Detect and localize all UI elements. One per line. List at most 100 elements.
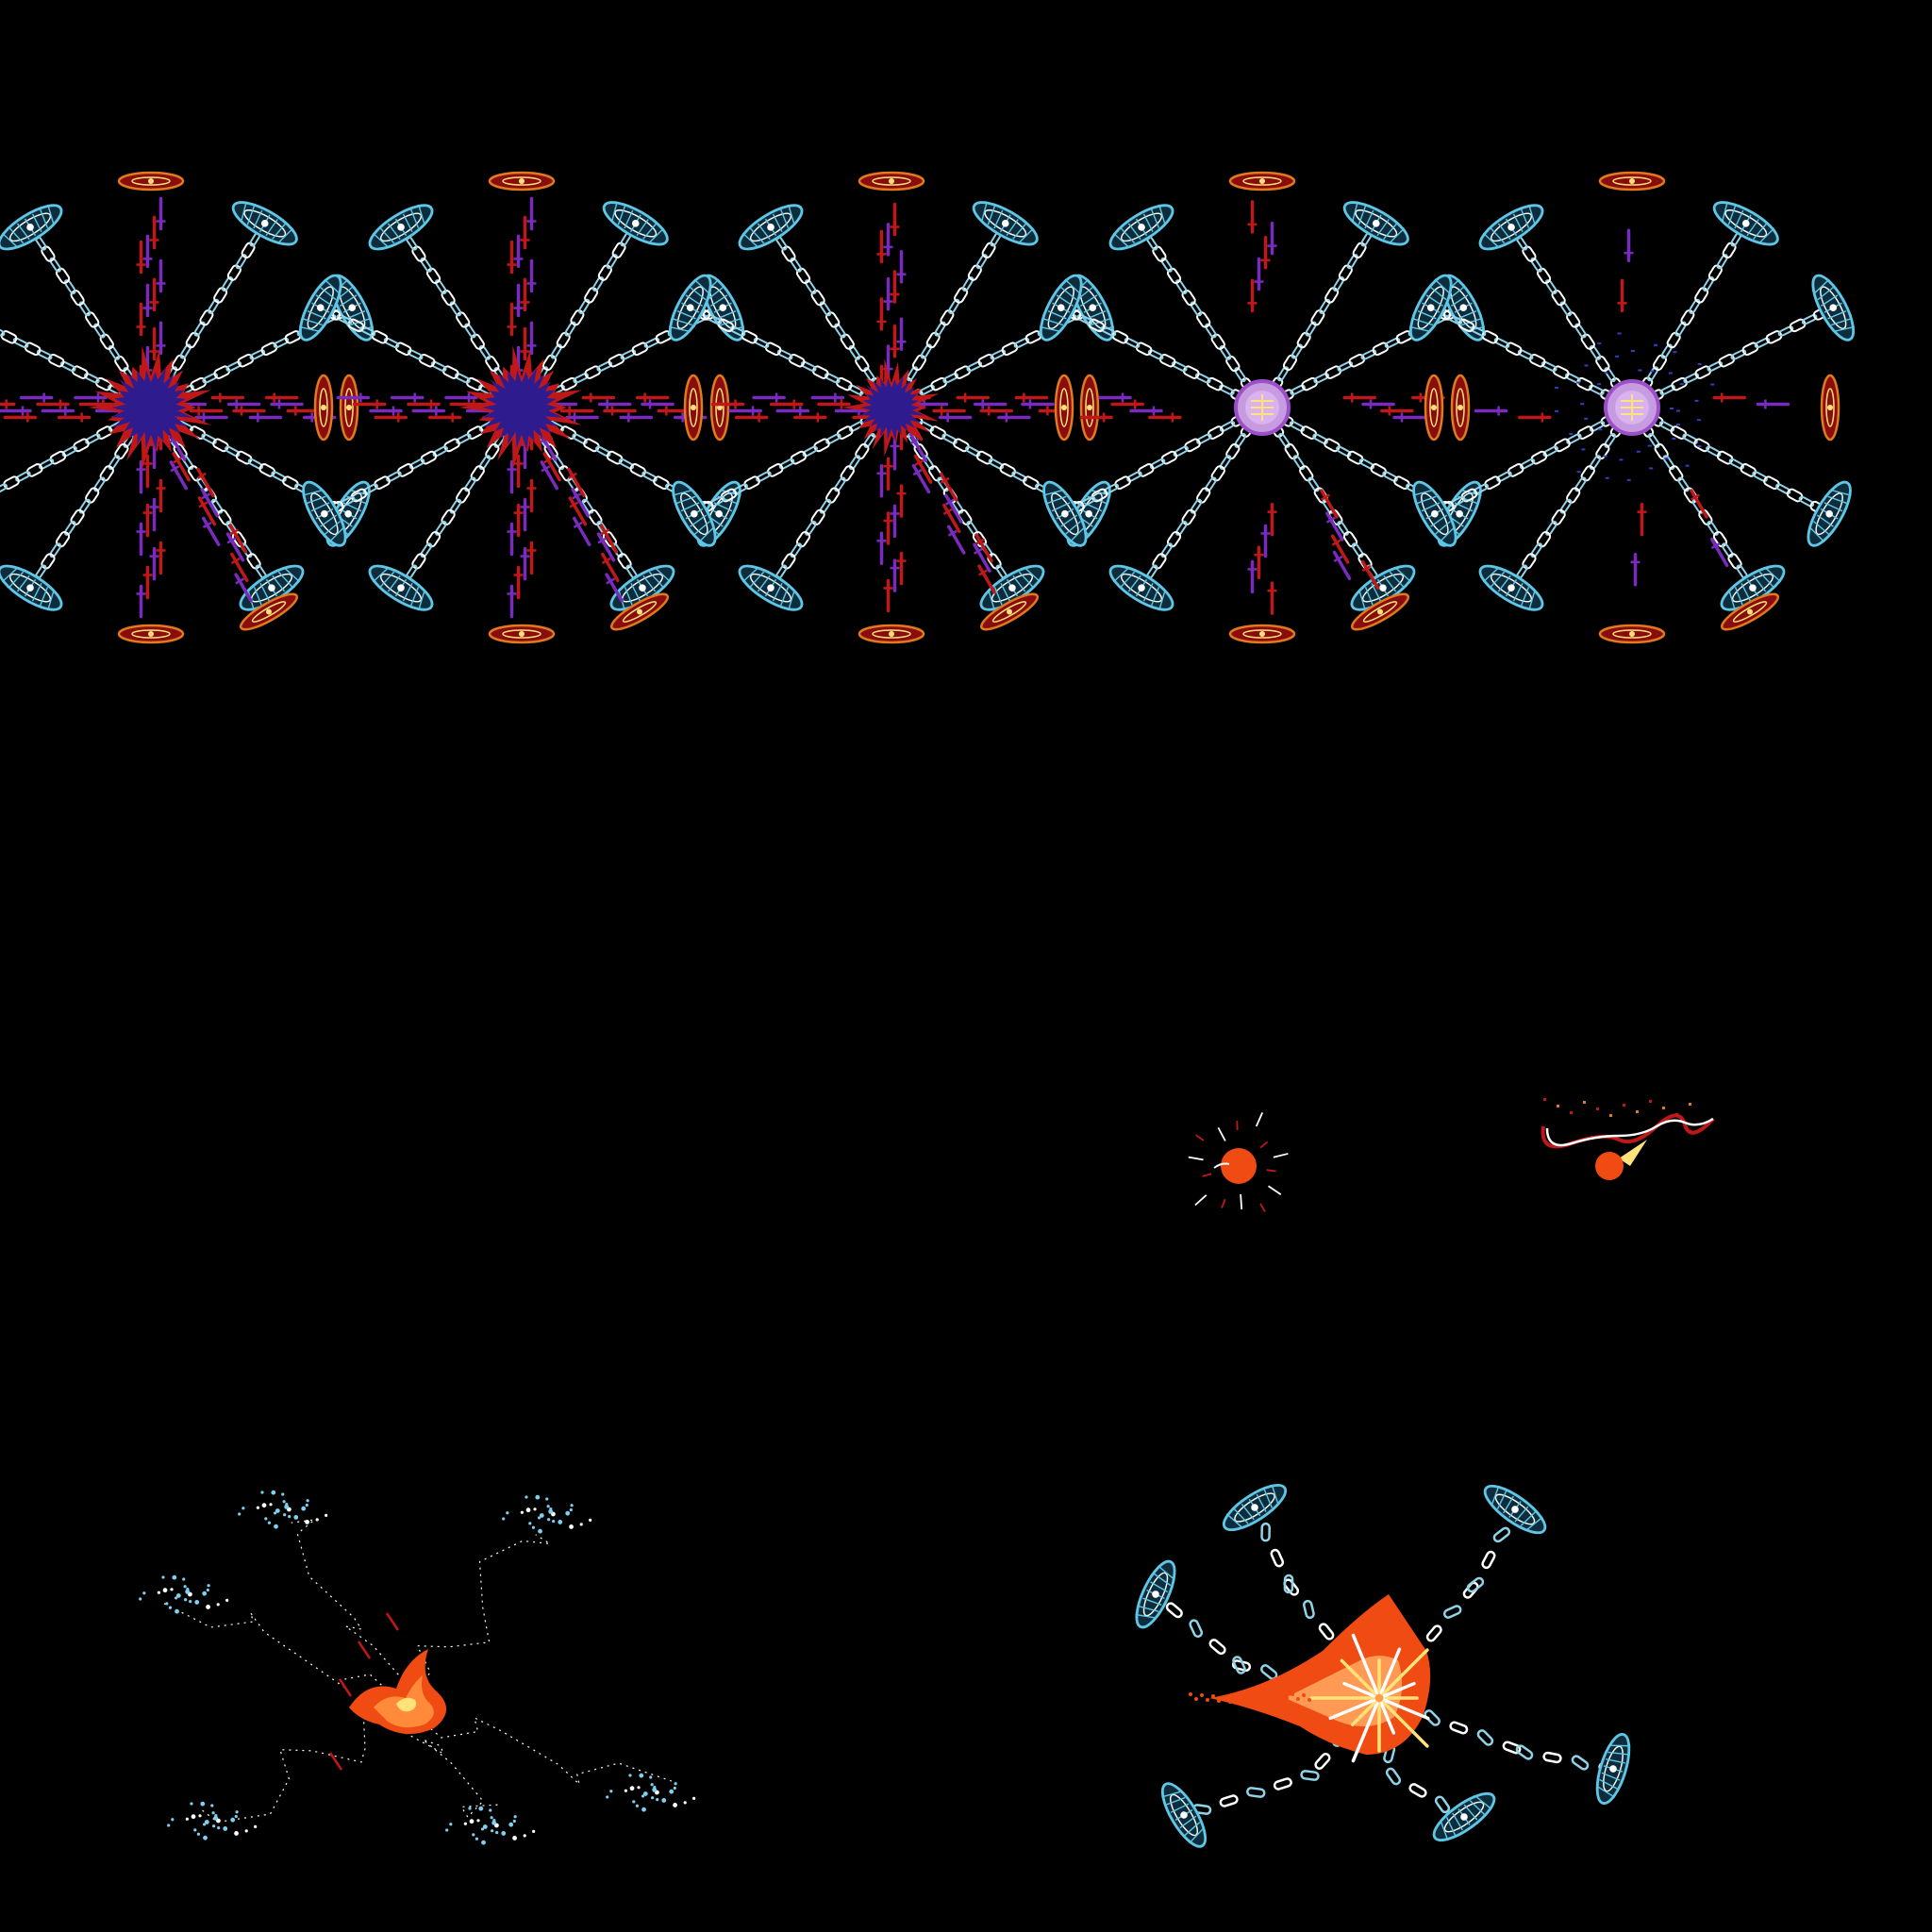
dagger-icon xyxy=(411,406,446,416)
blade-disc-icon xyxy=(1424,374,1444,441)
dagger-icon xyxy=(0,406,32,416)
dagger-icon xyxy=(601,552,620,583)
sparkle-cluster xyxy=(288,1515,291,1519)
dagger-icon xyxy=(1624,228,1634,262)
dagger-icon xyxy=(1617,278,1627,313)
sparkle-cluster xyxy=(165,1602,169,1606)
dagger-icon xyxy=(196,467,215,497)
dagger-icon xyxy=(603,406,637,416)
dagger-icon xyxy=(1021,399,1055,409)
crystal-disc-icon xyxy=(1595,1732,1631,1806)
dagger-icon xyxy=(156,541,166,575)
sparkle-cluster xyxy=(491,1820,497,1825)
crystal-disc-icon xyxy=(0,204,63,251)
dagger-icon xyxy=(200,488,219,518)
dagger-icon xyxy=(876,464,887,498)
dagger-icon xyxy=(876,297,887,331)
blade-disc-icon xyxy=(1450,374,1471,441)
crystal-disc-icon xyxy=(1135,1559,1176,1629)
dagger-icon xyxy=(1474,406,1508,416)
dagger-icon xyxy=(3,412,38,423)
dagger-icon xyxy=(565,412,599,423)
dagger-icon xyxy=(234,573,253,603)
sparkle-cluster xyxy=(508,1822,514,1827)
dagger-icon xyxy=(1254,545,1264,579)
dagger-icon xyxy=(156,258,166,293)
dagger-icon xyxy=(520,277,530,312)
dagger-icon xyxy=(142,234,153,269)
dagger-icon xyxy=(172,452,191,482)
fireball-icon xyxy=(1221,1148,1257,1184)
dagger-icon xyxy=(635,392,670,403)
sparkle-cluster xyxy=(193,1828,197,1832)
dagger-icon xyxy=(997,412,1031,423)
sparkle-cluster xyxy=(632,1800,636,1804)
crystal-disc-icon xyxy=(239,564,305,611)
blade-disc-icon xyxy=(683,374,704,441)
crystal-disc-icon xyxy=(298,274,342,341)
sparkle-cluster xyxy=(284,1504,290,1509)
dagger-icon xyxy=(41,406,75,416)
dagger-icon xyxy=(597,399,632,409)
dagger-icon xyxy=(890,558,900,592)
sparkle-cluster xyxy=(204,1820,209,1824)
sparkle-cluster xyxy=(185,1817,189,1821)
blade-disc-icon xyxy=(1350,592,1410,631)
blade-disc-icon xyxy=(117,171,185,192)
dagger-icon xyxy=(369,406,403,416)
sparkle-cluster xyxy=(525,1495,528,1499)
dagger-icon xyxy=(1709,537,1729,568)
dagger-icon xyxy=(407,399,441,409)
sparkle-cluster xyxy=(476,1819,480,1823)
dagger-icon xyxy=(559,406,594,416)
dagger-icon xyxy=(883,457,893,491)
sparkle-cluster xyxy=(656,1798,659,1802)
dagger-icon xyxy=(908,432,928,463)
dagger-icon xyxy=(507,459,517,494)
sparkle-cluster xyxy=(523,1834,526,1838)
dagger-icon xyxy=(542,452,561,482)
dagger-icon xyxy=(876,229,887,264)
blade-disc-icon xyxy=(1054,374,1074,441)
dagger-icon xyxy=(581,392,616,403)
sparkle-cluster xyxy=(481,1840,486,1845)
sparkle-cluster xyxy=(629,1786,635,1791)
sparkle-cluster xyxy=(162,1588,168,1593)
dagger-icon xyxy=(973,399,1008,409)
sparkle-cluster xyxy=(157,1591,160,1594)
crystal-disc-icon xyxy=(1412,480,1457,547)
dagger-icon xyxy=(810,392,845,403)
crystal-disc-icon xyxy=(368,564,434,611)
sparkle-cluster xyxy=(190,1802,193,1806)
sparkle-cluster xyxy=(569,1507,573,1512)
dagger-icon xyxy=(226,399,261,409)
sparkle-cluster xyxy=(673,1803,677,1807)
sparkle-cluster xyxy=(196,1832,201,1836)
sparkle-cluster xyxy=(570,1504,574,1507)
dagger-icon xyxy=(1320,489,1339,519)
sparkle-cluster xyxy=(472,1833,475,1837)
dagger-icon xyxy=(336,392,371,403)
sparkle-cluster xyxy=(547,1518,551,1522)
blade-disc-icon xyxy=(858,624,925,644)
dagger-icon xyxy=(520,215,530,250)
dagger-icon xyxy=(169,460,189,491)
sparkle-cluster xyxy=(552,1520,556,1524)
sparkle-cluster xyxy=(207,1584,210,1588)
blade-disc-icon xyxy=(1598,624,1666,644)
chain-web-4 xyxy=(1039,171,1486,644)
blade-disc-icon xyxy=(1598,171,1666,192)
sparkle-cluster xyxy=(234,1831,239,1836)
crystal-disc-icon xyxy=(1478,564,1544,611)
sparkle-cluster xyxy=(206,1588,209,1592)
sparkle-cluster xyxy=(683,1801,687,1805)
sparkle-cluster xyxy=(445,1828,449,1832)
dagger-icon xyxy=(520,326,530,361)
dagger-icon xyxy=(1247,200,1257,234)
crystal-disc-icon xyxy=(1811,274,1856,341)
dagger-icon xyxy=(956,392,990,403)
sparkle-cluster xyxy=(206,1605,210,1609)
crystal-disc-icon xyxy=(1342,201,1409,246)
crystal-disc-icon xyxy=(1160,1782,1208,1848)
dagger-icon xyxy=(264,392,299,403)
